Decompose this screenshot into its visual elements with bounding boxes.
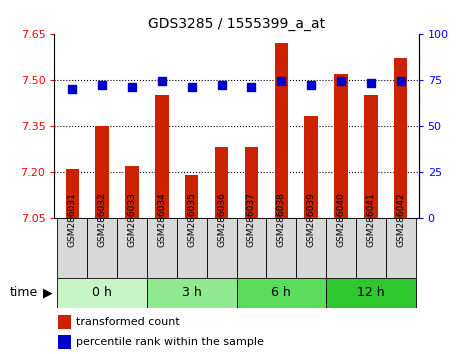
Text: percentile rank within the sample: percentile rank within the sample [76,337,264,347]
Bar [207,218,236,278]
Text: transformed count: transformed count [76,317,180,327]
Bar [87,218,117,278]
Text: GSM286038: GSM286038 [277,192,286,247]
Bar [96,126,109,218]
Text: ▶: ▶ [43,286,52,299]
Bar [57,218,87,278]
Bar [236,218,266,278]
Point [128,84,136,90]
Point [397,79,404,84]
Point [188,84,195,90]
Bar [57,278,147,308]
Bar [356,218,386,278]
Bar [274,43,288,218]
Text: GSM286032: GSM286032 [97,192,106,247]
Text: GSM286037: GSM286037 [247,192,256,247]
Point [98,82,106,88]
Text: 6 h: 6 h [272,286,291,299]
Bar [296,218,326,278]
Bar [58,335,71,348]
Bar [364,95,377,218]
Point [307,82,315,88]
Bar [125,166,139,218]
Bar [66,169,79,218]
Bar [185,175,199,218]
Point [337,79,345,84]
Title: GDS3285 / 1555399_a_at: GDS3285 / 1555399_a_at [148,17,325,31]
Text: 12 h: 12 h [357,286,385,299]
Bar [58,315,71,329]
Text: GSM286041: GSM286041 [367,192,376,247]
Bar [245,147,258,218]
Text: GSM286033: GSM286033 [128,192,137,247]
Text: GSM286040: GSM286040 [336,192,345,247]
Text: GSM286035: GSM286035 [187,192,196,247]
Bar [386,218,416,278]
Bar [326,278,416,308]
Bar [215,147,228,218]
Bar [326,218,356,278]
Point [367,80,375,86]
Bar [394,58,407,218]
Point [158,79,166,84]
Bar [266,218,296,278]
Bar [117,218,147,278]
Text: GSM286034: GSM286034 [158,192,166,247]
Bar [236,278,326,308]
Text: GSM286042: GSM286042 [396,192,405,247]
Point [278,79,285,84]
Text: GSM286031: GSM286031 [68,192,77,247]
Point [248,84,255,90]
Point [69,86,76,92]
Bar [177,218,207,278]
Text: 0 h: 0 h [92,286,112,299]
Bar [334,74,348,218]
Bar [147,278,236,308]
Bar [305,116,318,218]
Point [218,82,225,88]
Bar [155,95,168,218]
Text: 3 h: 3 h [182,286,201,299]
Bar [147,218,177,278]
Text: GSM286036: GSM286036 [217,192,226,247]
Text: time: time [9,286,38,299]
Text: GSM286039: GSM286039 [307,192,315,247]
